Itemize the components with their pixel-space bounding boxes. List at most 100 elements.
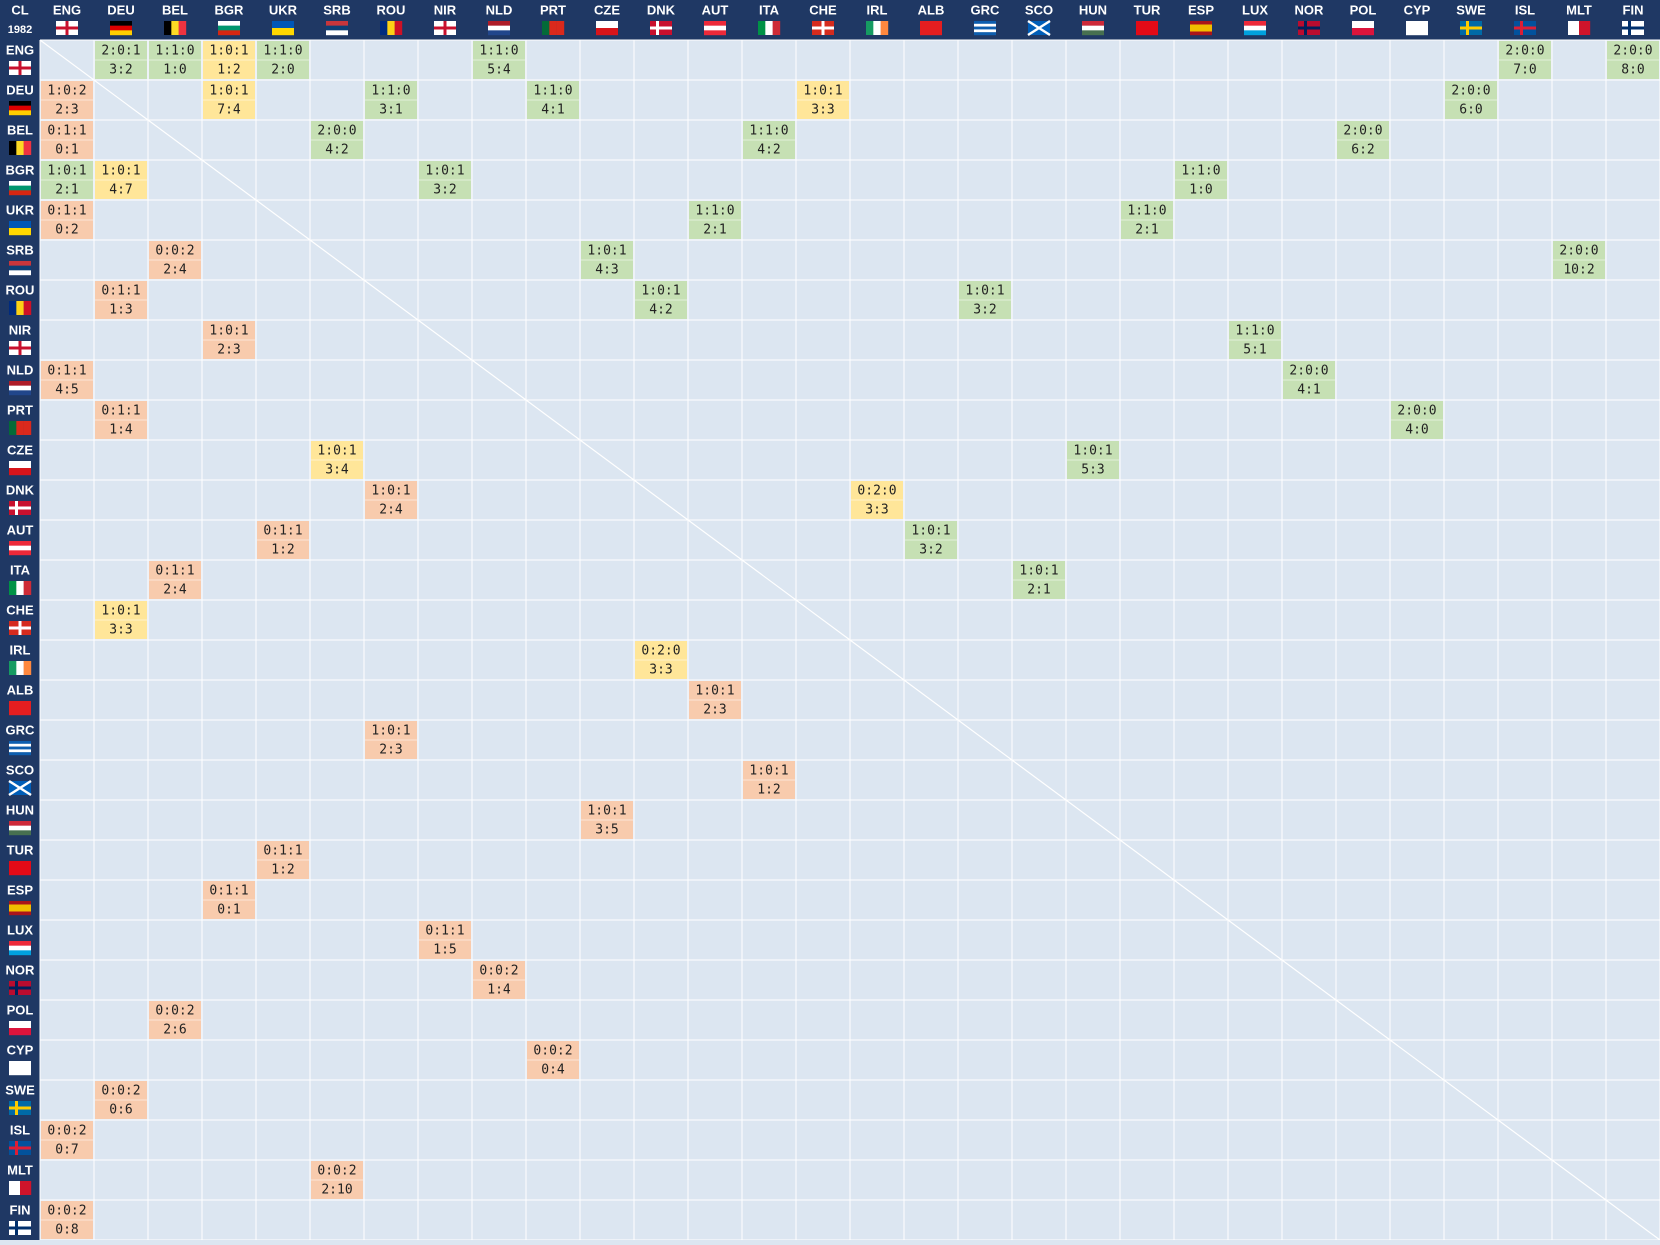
column-header: CYP [1404, 2, 1431, 17]
flag-stripe [9, 830, 31, 836]
flag [1352, 21, 1374, 36]
cell-record: 2:0:0 [317, 123, 356, 138]
cell-score: 4:3 [595, 263, 618, 278]
flag-stripe [9, 904, 31, 909]
cell-score: 4:1 [541, 103, 564, 118]
flag-saltire [1027, 19, 1051, 37]
flag-stripe [1352, 21, 1374, 29]
flag-stripe [974, 26, 996, 30]
cell-record: 1:0:1 [101, 603, 140, 618]
flag [9, 381, 31, 396]
flag-stripe [16, 301, 24, 315]
cell-score: 3:2 [433, 183, 456, 198]
row-header: POL [7, 1002, 34, 1017]
column-header: NIR [434, 2, 457, 17]
cell-score: 8:0 [1621, 63, 1644, 78]
flag-stripe [9, 265, 31, 271]
cell-record: 1:1:0 [155, 43, 194, 58]
cell-score: 4:1 [1297, 383, 1320, 398]
flag-stripe [9, 461, 31, 469]
row-header: ALB [7, 682, 34, 697]
cell-record: 0:2:0 [641, 643, 680, 658]
flag [9, 461, 31, 476]
cell-record: 1:1:0 [479, 43, 518, 58]
flag-cross [65, 21, 69, 35]
flag-stripe [704, 25, 726, 31]
cell-record: 1:1:0 [263, 43, 302, 58]
flag [9, 1141, 31, 1155]
flag-stripe [23, 581, 32, 595]
cell-score: 4:2 [325, 143, 348, 158]
flag-stripe [488, 30, 510, 36]
column-header: NOR [1295, 2, 1325, 17]
cell-score: 3:3 [811, 103, 834, 118]
column-header: PRT [540, 2, 566, 17]
cell-score: 2:6 [163, 1023, 186, 1038]
cell-score: 7:4 [217, 103, 241, 118]
flag-stripe [16, 141, 24, 155]
flag [1244, 21, 1266, 36]
flag-stripe [9, 701, 31, 716]
column-header: NLD [486, 2, 513, 17]
flag [1568, 21, 1591, 35]
cell-record: 1:0:1 [1019, 563, 1058, 578]
flag-stripe [974, 29, 996, 33]
flag-stripe [9, 945, 31, 951]
flag-stripe [1406, 21, 1428, 36]
flag [9, 541, 31, 556]
diagonal [39, 39, 1660, 1241]
cell-score: 1:2 [271, 863, 294, 878]
flag-stripe [9, 749, 31, 753]
flag-stripe [9, 821, 31, 826]
flag-stripe [9, 541, 31, 546]
flag-stripe [110, 21, 132, 26]
column-header: ALB [918, 2, 945, 17]
flag-cross [656, 21, 659, 35]
flag-cross [18, 61, 22, 75]
cell-record: 1:0:1 [695, 683, 734, 698]
column-header: ITA [759, 2, 780, 17]
flag [272, 21, 294, 36]
flag-stripe [9, 110, 31, 116]
flag-stripe [880, 21, 889, 35]
cell-score: 3:3 [865, 503, 888, 518]
row-header: FIN [10, 1202, 31, 1217]
row-header: SRB [6, 242, 33, 257]
cell-record: 1:1:0 [695, 203, 734, 218]
flag-stripe [704, 21, 726, 26]
cell-record: 0:1:1 [101, 403, 140, 418]
cell-score: 10:2 [1563, 263, 1594, 278]
flag [9, 421, 32, 435]
flag [9, 1021, 31, 1036]
row-header: PRT [7, 402, 33, 417]
column-header: ENG [53, 2, 81, 17]
column-header: BEL [162, 2, 188, 17]
flag-stripe [9, 950, 31, 956]
cell-score: 2:4 [163, 583, 187, 598]
row-header: CYP [7, 1042, 34, 1057]
flag-stripe [9, 381, 31, 386]
column-header: AUT [702, 2, 729, 17]
flag-saltire [8, 779, 32, 797]
cell-record: 2:0:0 [1289, 363, 1328, 378]
flag-stripe [9, 105, 31, 111]
flag-stripe [873, 21, 881, 35]
corner-title: CL [11, 2, 28, 17]
flag [1622, 21, 1644, 35]
cell-score: 6:0 [1459, 103, 1482, 118]
cell-score: 2:0 [271, 63, 294, 78]
flag-stripe [9, 421, 17, 435]
cell-score: 2:3 [55, 103, 78, 118]
flag [9, 741, 31, 756]
flag-cross [1304, 21, 1307, 35]
flag-stripe [110, 25, 132, 31]
flag-stripe [9, 743, 31, 747]
row-header: SWE [5, 1082, 35, 1097]
flag-stripe [9, 190, 31, 196]
flag-stripe [1190, 28, 1212, 32]
flag [704, 21, 726, 36]
flag [9, 101, 31, 116]
flag [8, 779, 32, 797]
flag [218, 21, 240, 36]
flag [380, 21, 403, 35]
